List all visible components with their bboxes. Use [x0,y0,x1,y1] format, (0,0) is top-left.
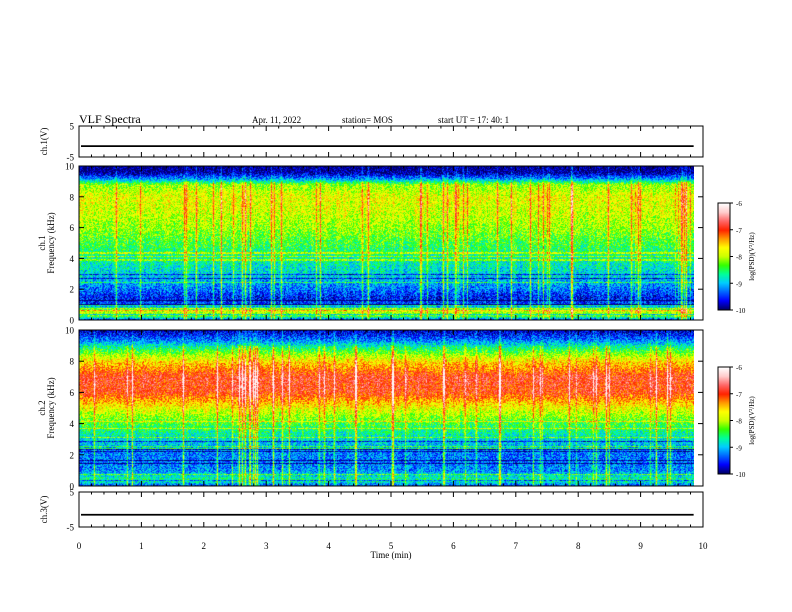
x-tick-label: 9 [638,541,643,551]
colorbar-tick-label-ch1: -8 [736,254,742,262]
y-tick-label-ch1-spectrogram: 2 [70,285,75,295]
y-tick-label-ch2-spectrogram: 4 [70,419,75,429]
y-axis-label-ch1: Frequency (kHz) [46,212,56,273]
channel-label-ch1: ch.1 [37,235,47,250]
y-tick-label-ch1-spectrogram: 10 [65,162,75,172]
spectrogram-images [79,166,730,486]
y-tick-label-ch3-voltage: 5 [70,488,75,498]
panel-frame-ch3-voltage [78,491,704,528]
channel-label-ch2: ch.2 [37,400,47,415]
y-tick-label-ch1-spectrogram: 6 [70,223,75,233]
colorbar-tick-label-ch2: -7 [736,391,742,399]
y-tick-label-ch1-spectrogram: 8 [70,192,75,202]
y-axis-label-ch1-voltage: ch.1(V) [39,128,49,156]
colorbar-tick-label-ch1: -6 [736,200,742,208]
x-tick-label: 7 [514,541,519,551]
y-tick-label-ch2-spectrogram: 10 [65,326,75,336]
y-tick-label-ch2-spectrogram: 2 [70,450,75,460]
y-axis-label-ch3-voltage: ch.3(V) [39,496,49,524]
x-tick-label: 2 [202,541,207,551]
x-axis-label: Time (min) [371,550,412,560]
y-tick-label-ch2-spectrogram: 6 [70,388,75,398]
figure-title: VLF Spectra [79,112,141,126]
colorbar-ch1 [718,203,730,310]
y-tick-label-ch3-voltage: -5 [67,523,75,533]
y-tick-label-ch2-spectrogram: 0 [70,482,75,492]
date-label: Apr. 11, 2022 [252,115,301,125]
colorbar-tick-label-ch2: -8 [736,418,742,426]
x-tick-label: 8 [576,541,581,551]
colorbar-tick-label-ch1: -9 [736,280,742,288]
x-tick-label: 3 [264,541,269,551]
colorbar-tick-label-ch2: -9 [736,444,742,452]
y-tick-label-ch1-spectrogram: 0 [70,316,75,326]
x-tick-label: 0 [77,541,82,551]
y-tick-label-ch1-spectrogram: 4 [70,254,75,264]
x-tick-label: 10 [699,541,709,551]
y-axis-label-ch2: Frequency (kHz) [46,377,56,438]
spectrogram-image-ch1 [79,166,694,320]
y-tick-label-ch1-voltage: 5 [70,122,75,132]
y-tick-label-ch2-spectrogram: 8 [70,357,75,367]
colorbar-tick-label-ch2: -6 [736,364,742,372]
station-label: station= MOS [342,115,393,125]
spectrogram-image-ch2 [79,330,694,486]
colorbar-label-ch1: log(PSD)(V²/Hz) [748,232,756,281]
y-tick-label-ch1-voltage: -5 [67,153,75,163]
x-tick-label: 4 [326,541,331,551]
colorbar-tick-label-ch1: -7 [736,227,742,235]
start-time-label: start UT = 17: 40: 1 [438,115,509,125]
colorbar-label-ch2: log(PSD)(V²/Hz) [748,396,756,445]
x-tick-label: 5 [389,541,394,551]
colorbar-ch2 [718,367,730,474]
axes-frames [78,125,733,528]
x-tick-label: 6 [451,541,456,551]
x-tick-label: 1 [139,541,144,551]
colorbar-tick-label-ch1: -10 [736,307,746,315]
colorbar-tick-label-ch2: -10 [736,471,746,479]
